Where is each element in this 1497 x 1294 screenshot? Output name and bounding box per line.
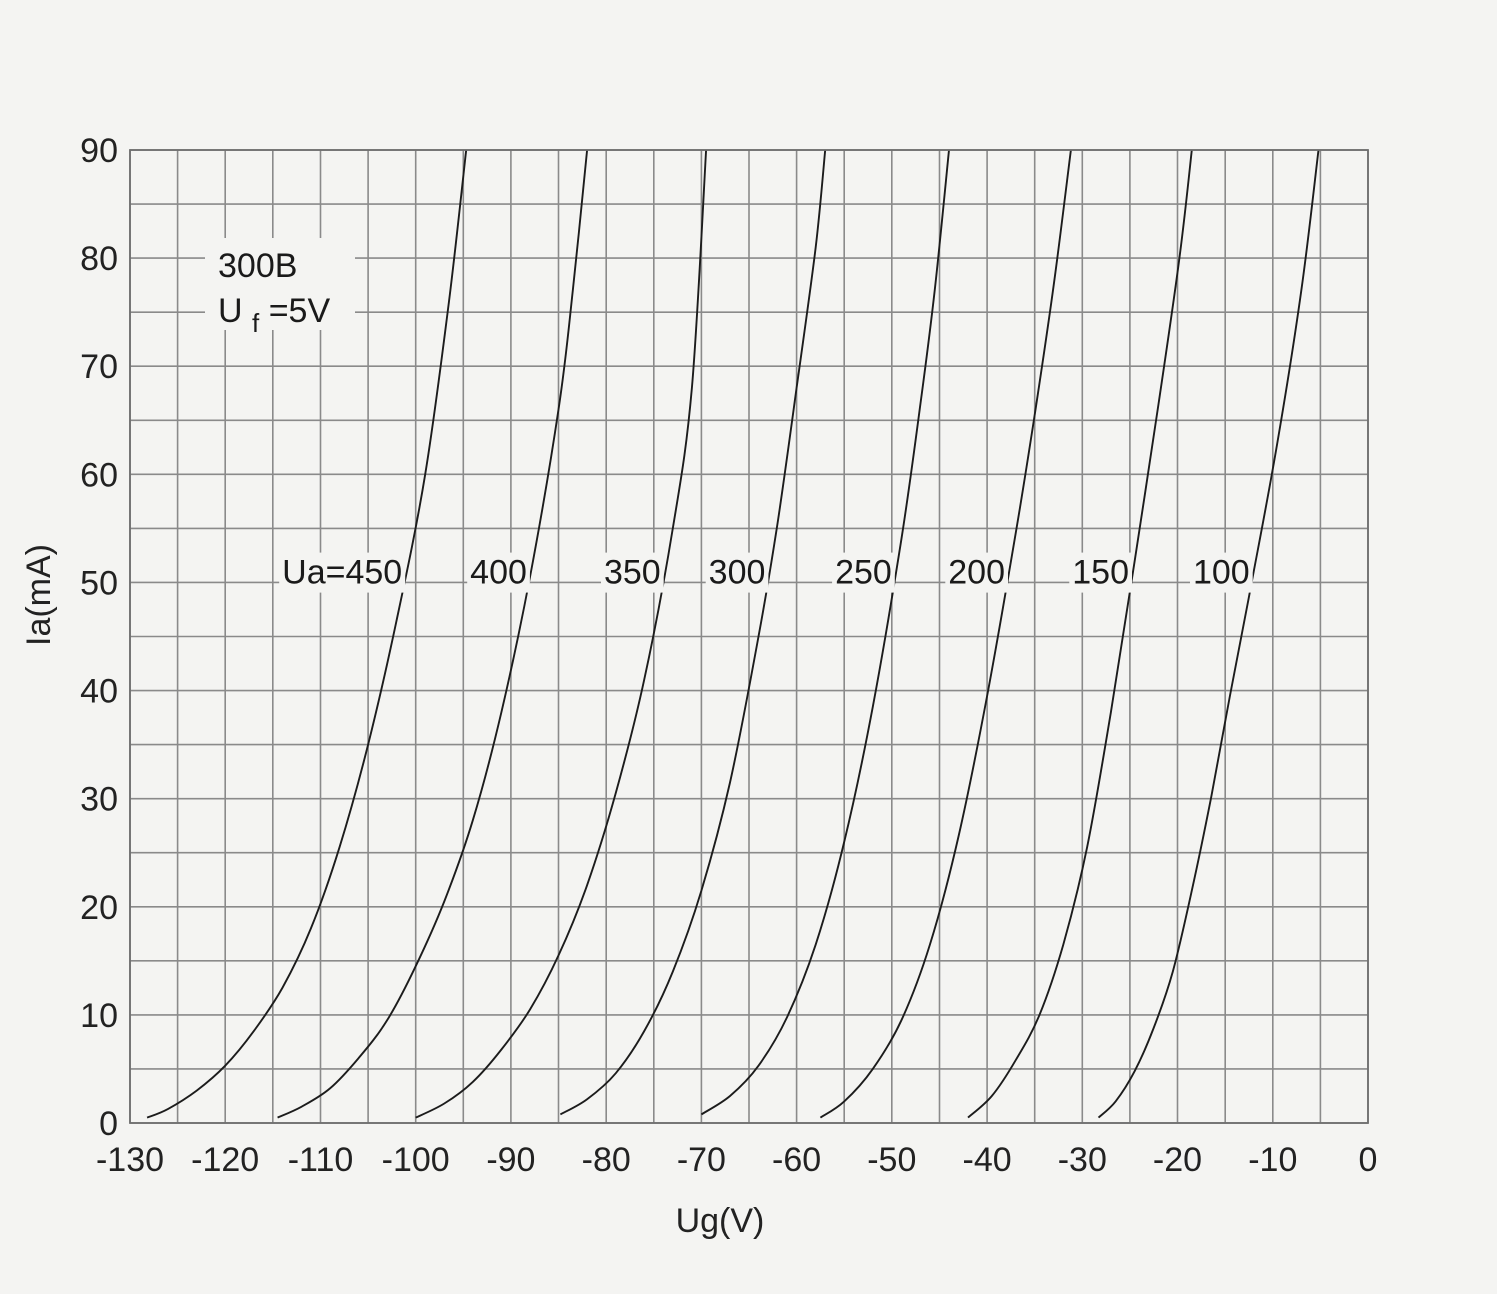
x-tick-label: 0 — [1359, 1141, 1378, 1179]
x-tick-label: -120 — [191, 1141, 259, 1179]
x-tick-label: -130 — [96, 1141, 164, 1179]
y-tick-label: 30 — [80, 781, 118, 819]
y-axis-title: Ia(mA) — [20, 544, 58, 646]
series-curve — [415, 149, 708, 1119]
series-label-background — [1069, 552, 1132, 593]
tick-labels: -130 -120 -110 -100 -90 -80 -70 -60 -50 -40 -30 -20… — [80, 132, 1377, 1179]
series-curve — [559, 149, 827, 1116]
y-tick-label: 70 — [80, 348, 118, 386]
series-label-background — [467, 552, 530, 593]
plot-frame — [129, 149, 1369, 1124]
chart-subtitle: U f =5V — [218, 292, 330, 340]
series-label-background — [1190, 552, 1253, 593]
x-tick-label: -50 — [867, 1141, 916, 1179]
series-label: 400 — [470, 554, 527, 592]
x-tick-label: -80 — [582, 1141, 631, 1179]
y-tick-label: 80 — [80, 240, 118, 278]
series-label-background — [705, 552, 769, 593]
x-tick-label: -40 — [963, 1141, 1012, 1179]
series-label: 300 — [709, 554, 766, 592]
y-tick-label: 40 — [80, 673, 118, 711]
y-tick-label: 20 — [80, 889, 118, 927]
chart-title: 300B — [218, 247, 297, 285]
series-label: 150 — [1072, 554, 1129, 592]
subtitle-prefix: U — [218, 292, 243, 330]
x-tick-label: -10 — [1248, 1141, 1297, 1179]
series-label: Ua=450 — [282, 554, 402, 592]
series-curve — [819, 149, 1072, 1119]
series-label: 250 — [835, 554, 892, 592]
x-tick-label: -90 — [486, 1141, 535, 1179]
series-curve — [1097, 149, 1320, 1119]
y-tick-label: 0 — [99, 1105, 118, 1143]
x-tick-label: -110 — [288, 1141, 354, 1179]
y-tick-label: 90 — [80, 132, 118, 170]
series-label-background — [601, 552, 664, 593]
x-tick-label: -20 — [1153, 1141, 1202, 1179]
plot-border — [129, 149, 1369, 1124]
series-label-background — [832, 552, 895, 593]
x-axis-title: Ug(V) — [676, 1202, 765, 1240]
subtitle-suffix: =5V — [269, 292, 331, 330]
series-label-background — [945, 552, 1008, 593]
x-tick-label: -70 — [677, 1141, 726, 1179]
series-curve — [146, 149, 468, 1119]
x-tick-label: -60 — [772, 1141, 821, 1179]
title-background — [205, 238, 355, 330]
series-label-background — [279, 552, 406, 593]
curves — [146, 149, 1320, 1119]
x-tick-label: -30 — [1058, 1141, 1107, 1179]
y-tick-label: 50 — [80, 564, 118, 602]
y-tick-label: 60 — [80, 456, 118, 494]
x-tick-label: -100 — [382, 1141, 450, 1179]
series-curve — [967, 149, 1193, 1119]
y-tick-label: 10 — [80, 997, 118, 1035]
series-label: 100 — [1193, 554, 1250, 592]
series-label: 350 — [604, 554, 661, 592]
series-curve — [700, 149, 950, 1116]
series-curve — [277, 149, 589, 1119]
grid — [129, 149, 1369, 1124]
series-label: 200 — [948, 554, 1005, 592]
series-labels: Ua=450 400 350 300 250 200 150 100 — [279, 552, 1253, 593]
chart-title-block: 300B U f =5V — [205, 238, 355, 340]
subtitle-subscript: f — [252, 308, 260, 338]
